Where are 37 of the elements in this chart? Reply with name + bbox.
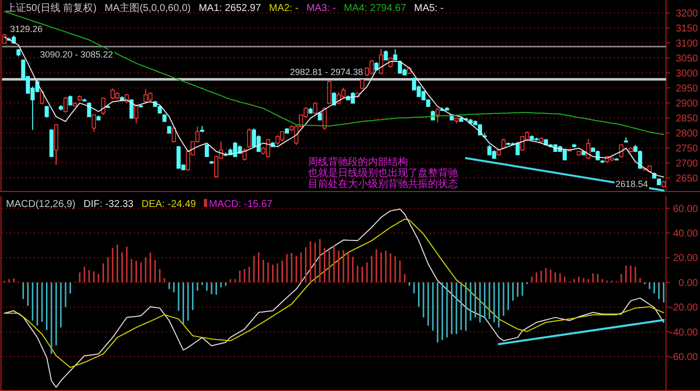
tick: 2900 [676, 98, 698, 110]
band-label: 2982.81 - 2974.38 [290, 67, 364, 78]
tick: 0.00 [678, 278, 698, 289]
header: MA5: - [414, 3, 444, 14]
annotation: 目前处在大小级别背驰共振的状态 [308, 179, 458, 190]
annotation: 周线背驰段的内部结构 [308, 157, 408, 168]
tick: 2800 [676, 128, 698, 140]
header: DEA: -24.49 [142, 199, 196, 210]
tick: 40.00 [672, 228, 698, 240]
header: DIF: -32.33 [83, 199, 134, 210]
annotation: 2618.54 [615, 179, 648, 189]
tick: 3100 [676, 38, 698, 50]
header: MA1: 2652.97 [198, 3, 261, 14]
tick: 2750 [676, 143, 698, 154]
tick: -60.00 [670, 352, 698, 363]
annotation: 也就是日线级别也出现了盘整背驰 [308, 168, 458, 179]
tick: 3200 [676, 8, 698, 20]
tick: -20.00 [670, 302, 698, 314]
tick: 3000 [676, 68, 698, 80]
tick: 20.00 [672, 253, 698, 264]
annotation: 3129.26 [10, 24, 43, 34]
tick: 2950 [676, 83, 698, 94]
header: MA4: 2794.67 [344, 3, 406, 14]
tick: 60.00 [672, 204, 698, 215]
band-label: 3090.20 - 3085.22 [40, 49, 114, 60]
header: MACD: -15.67 [208, 199, 272, 210]
header: MA2: - [268, 3, 298, 14]
header: MA主图(5,0,0,60,0) [104, 3, 191, 14]
header: MACD(12,26,9) [6, 199, 76, 210]
tick: 3050 [676, 53, 698, 64]
tick: 2650 [676, 173, 698, 184]
tick: 2700 [676, 158, 698, 170]
tick: -40.00 [670, 327, 698, 338]
tick: 2850 [676, 113, 698, 124]
tick: 3150 [676, 23, 698, 34]
header: MA3: - [306, 3, 336, 14]
header: 上证50(日线 前复权) [6, 3, 97, 14]
